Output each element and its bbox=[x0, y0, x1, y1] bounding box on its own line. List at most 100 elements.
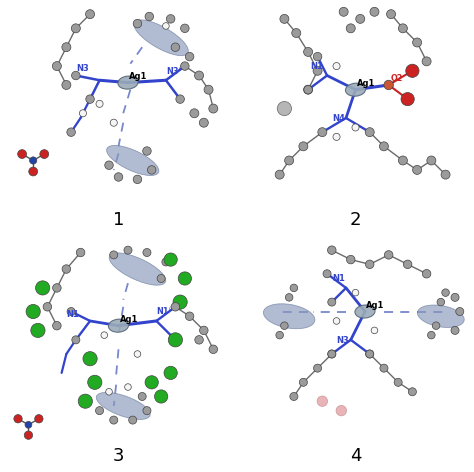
Circle shape bbox=[209, 104, 218, 113]
Circle shape bbox=[281, 322, 288, 329]
Circle shape bbox=[110, 119, 118, 126]
Circle shape bbox=[313, 66, 322, 75]
Ellipse shape bbox=[109, 253, 166, 285]
Circle shape bbox=[317, 396, 328, 406]
Ellipse shape bbox=[264, 304, 315, 329]
Circle shape bbox=[328, 246, 336, 254]
Circle shape bbox=[133, 175, 142, 184]
Circle shape bbox=[134, 351, 141, 357]
Circle shape bbox=[143, 248, 151, 257]
Ellipse shape bbox=[346, 83, 365, 96]
Circle shape bbox=[166, 15, 175, 23]
Circle shape bbox=[346, 255, 355, 264]
Circle shape bbox=[155, 390, 168, 403]
Circle shape bbox=[26, 304, 40, 319]
Text: Ag1: Ag1 bbox=[366, 301, 384, 311]
Circle shape bbox=[185, 312, 194, 320]
Circle shape bbox=[333, 318, 340, 324]
Circle shape bbox=[422, 57, 431, 66]
Text: N1: N1 bbox=[66, 310, 79, 319]
Circle shape bbox=[275, 170, 284, 179]
Text: 2: 2 bbox=[350, 211, 361, 229]
Circle shape bbox=[199, 118, 209, 127]
Circle shape bbox=[185, 52, 194, 61]
Circle shape bbox=[276, 331, 283, 339]
Circle shape bbox=[422, 270, 431, 278]
Circle shape bbox=[398, 24, 407, 33]
Circle shape bbox=[67, 308, 75, 315]
Text: 4: 4 bbox=[350, 447, 361, 465]
Circle shape bbox=[85, 9, 94, 18]
Circle shape bbox=[80, 110, 87, 117]
Circle shape bbox=[352, 124, 359, 131]
Circle shape bbox=[328, 350, 336, 358]
Circle shape bbox=[304, 85, 313, 94]
Ellipse shape bbox=[418, 305, 464, 328]
Circle shape bbox=[300, 379, 307, 386]
Circle shape bbox=[371, 327, 378, 334]
Circle shape bbox=[83, 352, 97, 366]
Circle shape bbox=[110, 416, 118, 424]
Circle shape bbox=[72, 24, 81, 33]
Text: 1: 1 bbox=[113, 211, 124, 229]
Circle shape bbox=[336, 405, 346, 416]
Circle shape bbox=[333, 62, 340, 69]
Circle shape bbox=[209, 345, 218, 354]
Circle shape bbox=[313, 52, 322, 61]
Circle shape bbox=[451, 293, 459, 301]
Circle shape bbox=[147, 166, 156, 174]
Circle shape bbox=[356, 15, 365, 24]
Circle shape bbox=[456, 308, 464, 315]
Circle shape bbox=[76, 248, 85, 257]
Circle shape bbox=[290, 284, 298, 292]
Circle shape bbox=[328, 298, 336, 306]
Circle shape bbox=[195, 336, 203, 344]
Circle shape bbox=[125, 384, 131, 390]
Circle shape bbox=[53, 284, 61, 292]
Circle shape bbox=[387, 9, 395, 18]
Circle shape bbox=[67, 128, 75, 136]
Circle shape bbox=[318, 127, 327, 137]
Circle shape bbox=[72, 71, 80, 80]
Circle shape bbox=[35, 414, 43, 423]
Circle shape bbox=[143, 147, 151, 155]
Circle shape bbox=[145, 376, 158, 389]
Circle shape bbox=[145, 12, 154, 21]
Text: O2: O2 bbox=[391, 74, 403, 83]
Circle shape bbox=[18, 150, 27, 159]
Circle shape bbox=[29, 157, 37, 164]
Circle shape bbox=[163, 23, 169, 29]
Circle shape bbox=[304, 85, 312, 94]
Circle shape bbox=[412, 38, 422, 47]
Text: 3: 3 bbox=[113, 447, 124, 465]
Text: N1: N1 bbox=[310, 62, 323, 71]
Circle shape bbox=[62, 42, 71, 51]
Circle shape bbox=[442, 289, 449, 296]
Circle shape bbox=[408, 388, 416, 396]
Circle shape bbox=[164, 366, 177, 379]
Circle shape bbox=[339, 7, 348, 16]
Circle shape bbox=[370, 7, 379, 16]
Circle shape bbox=[290, 393, 298, 400]
Ellipse shape bbox=[107, 145, 159, 176]
Circle shape bbox=[157, 275, 165, 282]
Text: N4: N4 bbox=[332, 114, 345, 123]
Circle shape bbox=[285, 294, 293, 301]
Circle shape bbox=[110, 251, 118, 259]
Circle shape bbox=[299, 142, 308, 151]
Circle shape bbox=[29, 167, 37, 176]
Text: Ag1: Ag1 bbox=[356, 79, 375, 89]
Circle shape bbox=[133, 19, 142, 28]
Circle shape bbox=[178, 272, 191, 285]
Circle shape bbox=[451, 327, 459, 334]
Circle shape bbox=[380, 142, 389, 151]
Circle shape bbox=[24, 431, 33, 439]
Circle shape bbox=[128, 416, 137, 424]
Circle shape bbox=[384, 251, 393, 259]
Text: N1$^i$: N1$^i$ bbox=[156, 305, 173, 317]
Circle shape bbox=[384, 80, 393, 90]
Circle shape bbox=[173, 295, 187, 309]
Circle shape bbox=[427, 156, 436, 165]
Circle shape bbox=[292, 28, 301, 37]
Circle shape bbox=[190, 109, 199, 118]
